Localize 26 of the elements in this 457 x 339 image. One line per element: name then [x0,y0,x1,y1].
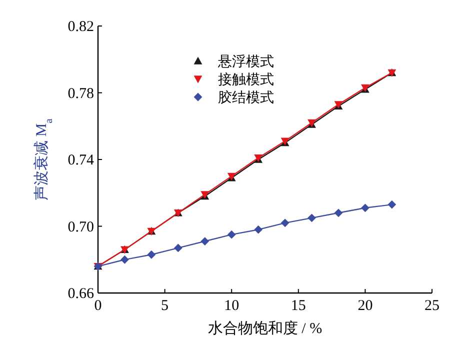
legend-label: 胶结模式 [218,89,274,105]
point [308,214,316,222]
y-tick-label: 0.70 [68,219,94,236]
point [174,244,182,252]
x-tick-label: 20 [358,298,373,314]
point [227,230,236,239]
x-tick-label: 10 [224,298,240,314]
point [120,255,129,264]
point [200,237,210,246]
y-tick-label: 0.66 [68,286,94,302]
legend-label: 悬浮模式 [217,53,274,69]
legend-label: 接触模式 [218,71,274,87]
x-axis-title: 水合物饱和度 / % [208,320,322,337]
x-tick-label: 25 [424,298,440,314]
x-tick-label: 15 [290,298,306,314]
point [334,208,343,218]
x-tick-label: 5 [161,298,169,314]
point [361,204,370,212]
point [280,218,290,228]
y-tick-label: 0.82 [68,19,94,35]
y-tick-label: 0.78 [68,86,94,102]
point [147,250,156,259]
point [388,200,396,209]
y-tick-label: 0.74 [68,152,94,168]
point [254,225,263,234]
x-tick-label: 0 [94,298,102,314]
